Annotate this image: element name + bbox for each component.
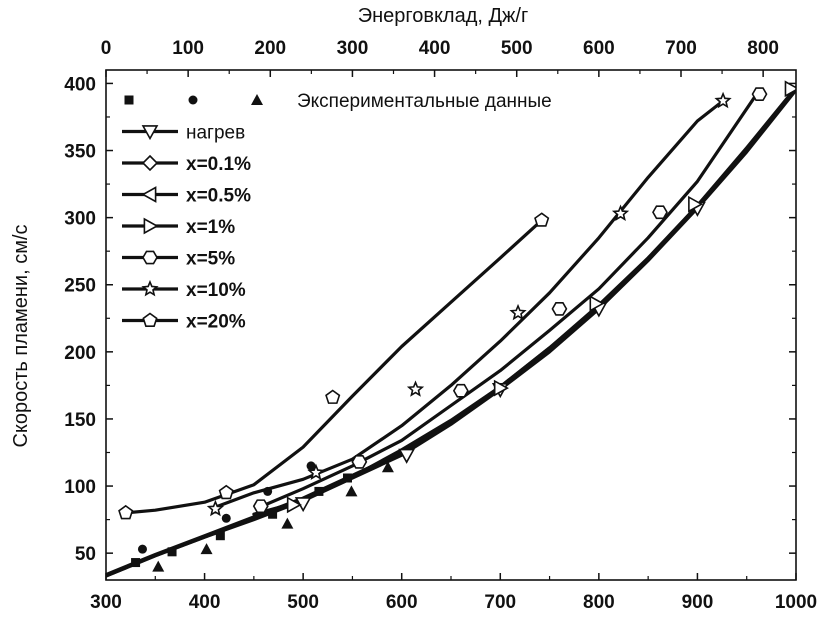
x2-tick-label: 300	[337, 38, 369, 59]
exp-square-point	[268, 509, 278, 519]
series-line-4	[257, 92, 759, 510]
x-tick-label: 700	[484, 592, 516, 613]
legend-label-4: x=5%	[186, 249, 235, 270]
y-tick-label: 150	[64, 410, 96, 431]
series-4-marker	[252, 499, 269, 514]
x-tick-label: 1000	[775, 592, 817, 613]
series-4-marker	[452, 383, 469, 398]
series-4-marker	[751, 87, 768, 102]
legend-marker-3	[143, 217, 159, 235]
axes: 300 400 500 600 700 800 900 1000 0 100 200 300 400 50…	[64, 38, 817, 613]
legend-label-6: x=20%	[186, 312, 246, 333]
x-tick-label: 900	[682, 592, 714, 613]
legend-marker-1	[141, 154, 159, 172]
y-tick-label: 100	[64, 477, 96, 498]
series-5-marker	[406, 380, 425, 397]
x2-tick-label: 600	[583, 38, 615, 59]
series-6-marker	[218, 484, 234, 500]
legend-marker-6	[142, 312, 158, 327]
series-4-marker	[351, 455, 368, 469]
x2-tick-label: 200	[254, 38, 286, 59]
legend-label-3: x=1%	[186, 217, 235, 238]
legend: Экспериментальные данные нагрев x=0.1% x=0.…	[122, 91, 552, 333]
series-4-marker	[551, 302, 568, 316]
y-axis-title: Скорость пламени, см/с	[10, 224, 32, 447]
series-3-marker	[589, 295, 605, 312]
legend-label-1: x=0.1%	[186, 154, 251, 175]
series-line-3	[252, 85, 796, 516]
legend-marker-2	[141, 186, 157, 203]
exp-triangle-point	[345, 485, 358, 497]
legend-exp-square	[124, 95, 134, 105]
series-line-6	[124, 218, 544, 515]
series-line-5	[212, 99, 725, 510]
exp-circle-point	[306, 461, 316, 471]
y-tick-label: 300	[64, 209, 96, 230]
exp-circle-point	[263, 486, 273, 496]
x-tick-label: 500	[287, 592, 319, 613]
x2-tick-label: 0	[101, 38, 112, 59]
x2-tick-label: 800	[747, 38, 779, 59]
y-tick-label: 50	[75, 544, 96, 565]
legend-label-5: x=10%	[186, 280, 246, 301]
exp-square-point	[131, 558, 141, 568]
exp-square-point	[314, 486, 324, 496]
exp-circle-point	[137, 544, 147, 554]
x-tick-label: 800	[583, 592, 615, 613]
legend-marker-5	[141, 279, 159, 297]
exp-triangle-point	[200, 543, 213, 555]
x2-tick-label: 100	[172, 38, 204, 59]
legend-exp-label: Экспериментальные данные	[297, 91, 552, 112]
exp-square-point	[167, 547, 177, 557]
exp-square-point	[215, 531, 225, 541]
y-tick-label: 200	[64, 343, 96, 364]
legend-marker-4	[142, 250, 158, 265]
x2-tick-label: 700	[665, 38, 697, 59]
plot-area	[106, 80, 796, 578]
series-5-marker	[206, 499, 225, 517]
legend-exp-triangle	[251, 94, 263, 105]
series-6-marker	[325, 389, 341, 404]
legend-label-2: x=0.5%	[186, 186, 251, 207]
exp-square-point	[343, 473, 352, 483]
series-5-marker	[509, 303, 527, 321]
x2-tick-label: 500	[501, 38, 533, 59]
y-tick-label: 400	[64, 74, 96, 95]
series-3-marker	[286, 496, 302, 514]
series-6-marker	[534, 212, 550, 227]
y-tick-label: 350	[64, 142, 96, 163]
y-tick-label: 250	[64, 276, 96, 297]
series-5-marker	[611, 204, 630, 221]
exp-triangle-point	[381, 461, 394, 473]
series-0-marker	[398, 448, 416, 464]
series-3-marker	[784, 80, 796, 98]
x-tick-label: 400	[189, 592, 221, 613]
x2-tick-label: 400	[419, 38, 451, 59]
top-axis-title: Энерговклад, Дж/г	[358, 5, 529, 27]
legend-exp-circle	[188, 95, 198, 105]
legend-label-0: нагрев	[186, 123, 245, 144]
legend-marker-0	[141, 125, 159, 141]
series-5-marker	[714, 91, 732, 109]
series-3-marker	[688, 195, 704, 213]
x-tick-label: 300	[90, 592, 122, 613]
x-tick-label: 600	[386, 592, 418, 613]
series-6-marker	[118, 504, 134, 520]
exp-circle-point	[221, 513, 231, 523]
series-3-marker	[493, 379, 509, 397]
exp-triangle-point	[152, 560, 165, 572]
exp-triangle-point	[281, 517, 294, 529]
series-4-marker	[652, 205, 668, 220]
